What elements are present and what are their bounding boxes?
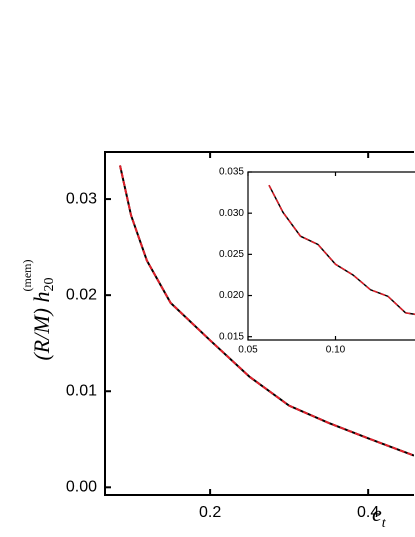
inset-background — [248, 172, 415, 340]
y-tick-label: 0.025 — [219, 249, 244, 260]
plot: 0.015 0.020 0.025 0.030 0.035 0.05 0.10 — [219, 167, 415, 356]
y-label-sup: (mem) — [20, 259, 34, 291]
x-tick-label: 0.05 — [238, 345, 258, 356]
y-tick-label: 0.020 — [219, 290, 244, 301]
y-tick-label: 0.01 — [66, 382, 97, 399]
x-tick-label: 0.10 — [326, 345, 346, 356]
y-tick-label: 0.015 — [219, 331, 244, 342]
y-label-main: (R/M) h — [29, 291, 54, 360]
data-line — [119, 165, 414, 457]
data-line — [268, 184, 415, 316]
y-tick-label: 0.035 — [219, 167, 244, 178]
plot: 0.00 0.01 0.02 0.03 0.2 0.4 — [66, 151, 414, 521]
axis-frame — [104, 151, 414, 496]
x-axis-label: et — [372, 501, 387, 531]
y-tick-label: 0.02 — [66, 286, 97, 303]
y-tick-label: 0.00 — [66, 479, 97, 496]
x-label-sub: t — [382, 516, 387, 531]
y-tick-label: 0.03 — [66, 190, 97, 207]
y-axis-label: (R/M) h20 (mem) — [20, 259, 57, 360]
y-tick-label: 0.030 — [219, 208, 244, 219]
axis-frame — [247, 171, 415, 341]
x-tick-label: 0.4 — [357, 504, 379, 521]
y-label-sub: 20 — [42, 277, 57, 291]
x-label-main: e — [372, 501, 382, 526]
x-tick-label: 0.2 — [199, 504, 221, 521]
